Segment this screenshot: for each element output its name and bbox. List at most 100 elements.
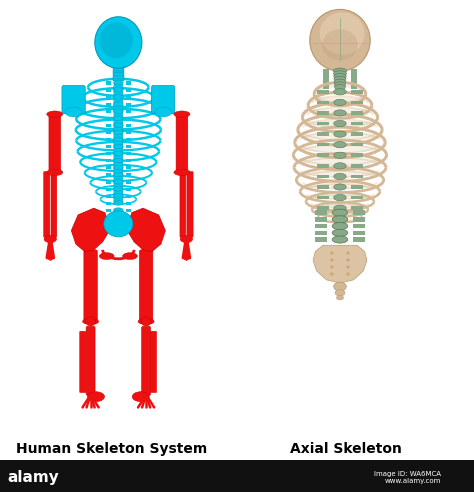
Bar	[351, 207, 363, 210]
Ellipse shape	[334, 194, 346, 201]
Ellipse shape	[334, 173, 346, 180]
Ellipse shape	[138, 319, 148, 324]
Bar	[126, 181, 131, 184]
Ellipse shape	[334, 163, 346, 169]
Ellipse shape	[113, 151, 123, 156]
Ellipse shape	[334, 76, 346, 82]
Ellipse shape	[65, 107, 82, 117]
Ellipse shape	[334, 282, 346, 291]
FancyBboxPatch shape	[86, 326, 95, 396]
Bar	[317, 100, 329, 104]
Ellipse shape	[113, 180, 123, 184]
Bar	[351, 164, 363, 168]
Ellipse shape	[113, 215, 123, 219]
Ellipse shape	[332, 216, 348, 223]
Ellipse shape	[47, 111, 63, 118]
Bar	[106, 82, 111, 85]
Ellipse shape	[113, 109, 123, 113]
Bar	[106, 131, 111, 134]
Bar	[351, 122, 363, 125]
Ellipse shape	[100, 253, 114, 260]
Ellipse shape	[113, 130, 123, 134]
Bar	[106, 124, 111, 127]
Text: alamy: alamy	[7, 470, 59, 485]
Ellipse shape	[310, 9, 370, 71]
Bar	[315, 217, 327, 221]
Ellipse shape	[301, 146, 379, 152]
Bar	[126, 166, 131, 169]
Ellipse shape	[113, 81, 123, 85]
Ellipse shape	[309, 194, 371, 199]
Bar	[126, 138, 131, 141]
Bar	[354, 224, 365, 228]
Bar	[126, 159, 131, 162]
Bar	[323, 78, 329, 81]
Bar	[126, 209, 131, 212]
Bar	[317, 196, 329, 199]
Ellipse shape	[330, 258, 334, 262]
Bar	[317, 154, 329, 157]
Bar	[351, 69, 357, 72]
Bar	[323, 69, 329, 72]
Bar	[351, 80, 357, 84]
Ellipse shape	[332, 229, 348, 236]
Ellipse shape	[100, 22, 133, 58]
Bar	[317, 164, 329, 168]
Ellipse shape	[113, 208, 123, 213]
Bar	[106, 145, 111, 148]
Bar	[106, 159, 111, 162]
Bar	[106, 89, 111, 92]
Text: Human Skeleton System: Human Skeleton System	[16, 442, 207, 456]
Bar	[323, 75, 329, 78]
Ellipse shape	[334, 74, 346, 79]
Bar	[126, 95, 131, 99]
Bar	[106, 216, 111, 219]
Ellipse shape	[113, 165, 123, 170]
Ellipse shape	[95, 17, 142, 68]
Bar	[126, 103, 131, 106]
Bar	[351, 72, 357, 75]
Ellipse shape	[132, 392, 149, 401]
Bar	[126, 187, 131, 191]
Bar	[317, 185, 329, 189]
Bar	[317, 207, 329, 210]
FancyBboxPatch shape	[180, 172, 186, 237]
Bar	[106, 138, 111, 141]
Ellipse shape	[44, 236, 56, 243]
Bar	[126, 110, 131, 113]
Polygon shape	[72, 208, 109, 251]
Bar	[317, 90, 329, 93]
FancyBboxPatch shape	[44, 172, 50, 237]
Bar	[106, 187, 111, 191]
Ellipse shape	[113, 88, 123, 92]
Ellipse shape	[89, 319, 99, 324]
Ellipse shape	[330, 265, 334, 269]
Ellipse shape	[337, 296, 344, 300]
Bar	[126, 202, 131, 205]
Ellipse shape	[330, 273, 334, 276]
Ellipse shape	[322, 29, 358, 61]
Bar	[106, 173, 111, 177]
Ellipse shape	[86, 317, 96, 326]
Ellipse shape	[319, 212, 361, 215]
Bar	[112, 68, 124, 71]
Ellipse shape	[304, 183, 375, 189]
Bar	[126, 82, 131, 85]
Ellipse shape	[334, 89, 346, 95]
Bar	[351, 185, 363, 189]
Polygon shape	[313, 246, 367, 283]
Bar	[106, 110, 111, 113]
Ellipse shape	[334, 184, 346, 190]
Bar	[317, 143, 329, 147]
Bar	[354, 217, 365, 221]
Bar	[106, 202, 111, 205]
Bar	[126, 89, 131, 92]
Ellipse shape	[334, 152, 346, 158]
Ellipse shape	[334, 71, 346, 76]
Ellipse shape	[320, 12, 365, 55]
FancyBboxPatch shape	[152, 86, 175, 114]
Bar	[351, 132, 363, 136]
FancyBboxPatch shape	[62, 86, 85, 114]
Bar	[112, 76, 124, 79]
Ellipse shape	[346, 251, 350, 254]
